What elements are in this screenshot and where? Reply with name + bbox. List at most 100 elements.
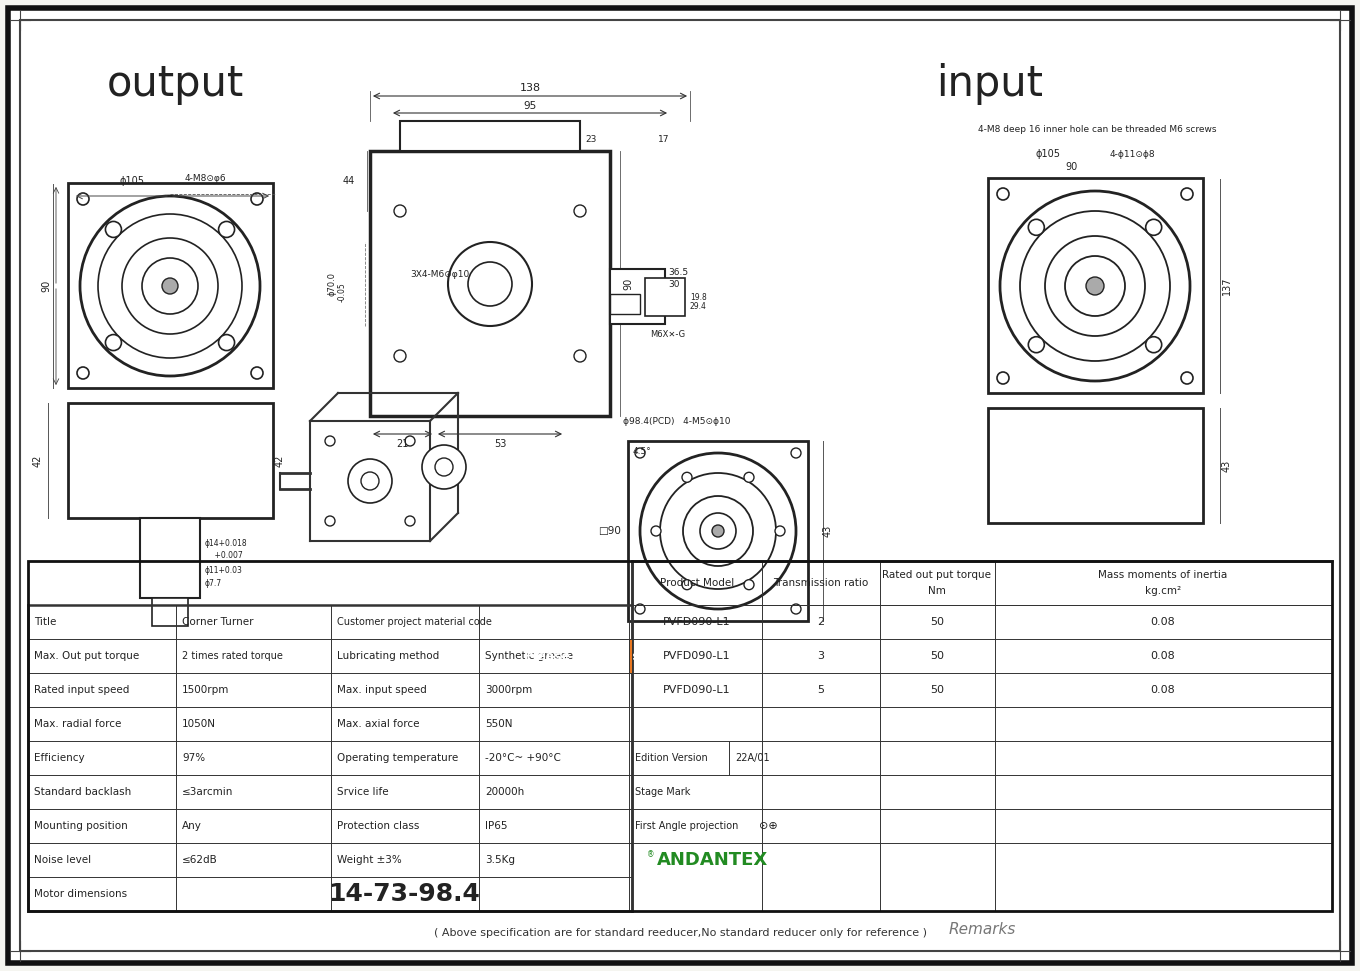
Circle shape [405,436,415,446]
Bar [68,403,273,518]
Text: Mass moments of inertia: Mass moments of inertia [1099,570,1228,580]
Text: 3.5Kg: 3.5Kg [486,855,515,865]
Text: 4-M8 deep 16 inner hole can be threaded M6 screws: 4-M8 deep 16 inner hole can be threaded … [978,124,1216,133]
Text: Protection class: Protection class [337,821,419,831]
Circle shape [422,445,466,489]
Bar [68,183,273,388]
Text: ⊙⊕: ⊙⊕ [759,821,778,831]
Text: kg.cm²: kg.cm² [1145,586,1180,596]
Text: Srvice life: Srvice life [337,787,389,797]
Circle shape [1145,337,1161,352]
Text: 42: 42 [33,454,44,467]
Text: PVFD090-L1: PVFD090-L1 [664,685,730,695]
Text: ϕ70.0: ϕ70.0 [328,272,336,296]
Circle shape [1028,337,1044,352]
Circle shape [78,367,88,379]
Circle shape [1180,188,1193,200]
Text: 30: 30 [668,280,680,288]
Text: Mounting position: Mounting position [34,821,128,831]
Circle shape [775,526,785,536]
Circle shape [405,516,415,526]
Circle shape [1180,372,1193,384]
Text: Rated input speed: Rated input speed [34,685,129,695]
Text: IP65: IP65 [486,821,507,831]
Text: 4-ϕ11⊙ϕ8: 4-ϕ11⊙ϕ8 [1110,150,1156,158]
Circle shape [106,221,121,238]
Circle shape [1028,219,1044,235]
Text: Transmission ratio: Transmission ratio [774,578,869,588]
Circle shape [1145,219,1161,235]
Text: 137: 137 [1223,277,1232,295]
Circle shape [162,278,178,294]
Circle shape [80,196,260,376]
Text: 2 times rated torque: 2 times rated torque [182,651,283,661]
Text: 20000h: 20000h [486,787,524,797]
Text: 50: 50 [930,651,944,661]
Circle shape [1087,277,1104,295]
Text: Max. input speed: Max. input speed [337,685,427,695]
Circle shape [683,496,753,566]
Text: 43: 43 [823,525,832,537]
Text: 50: 50 [930,617,944,627]
Text: ®: ® [647,850,654,859]
Circle shape [141,258,199,314]
Text: ϕ11+0.03: ϕ11+0.03 [205,565,243,575]
Circle shape [681,472,692,483]
Bar [611,294,641,314]
Text: Title: Title [34,617,56,627]
Circle shape [744,580,753,589]
Text: Lubricating method: Lubricating method [337,651,439,661]
Text: Corner Turner: Corner Turner [182,617,253,627]
Text: First Angle projection: First Angle projection [635,821,738,831]
Text: Max. Out put torque: Max. Out put torque [34,651,139,661]
Circle shape [997,188,1009,200]
Text: ϕ105: ϕ105 [1035,149,1059,159]
Circle shape [641,453,796,609]
Circle shape [78,193,88,205]
Circle shape [1065,256,1125,316]
Text: 36.5: 36.5 [668,267,688,277]
Text: 5: 5 [817,685,824,695]
Text: Synthetic grease: Synthetic grease [486,651,573,661]
Text: M6X✕-G: M6X✕-G [650,329,685,339]
Circle shape [660,473,777,589]
Text: Max. radial force: Max. radial force [34,719,121,729]
Text: ϕ105: ϕ105 [120,176,146,186]
Circle shape [1000,191,1190,381]
Text: Please confirm signature/date: Please confirm signature/date [524,650,736,662]
Bar [628,639,632,673]
Text: Stage Mark: Stage Mark [635,787,691,797]
Circle shape [106,335,121,351]
Bar [987,178,1204,393]
Circle shape [700,513,736,549]
Text: 3: 3 [817,651,824,661]
Text: 50: 50 [930,685,944,695]
Circle shape [713,525,724,537]
Text: PVFD090-L1: PVFD090-L1 [664,617,730,627]
Text: 19.8: 19.8 [690,292,707,302]
Text: Weight ±3%: Weight ±3% [337,855,401,865]
Text: 3X4-M6⊙φ10: 3X4-M6⊙φ10 [409,270,469,279]
Text: 4-M8⊙φ6: 4-M8⊙φ6 [185,174,227,183]
Bar [987,408,1204,523]
Text: 44: 44 [343,176,355,186]
Text: output: output [106,63,243,105]
Text: 0.08: 0.08 [1151,651,1175,661]
Text: 29.4: 29.4 [690,302,707,311]
Bar [29,561,1331,911]
Text: Operating temperature: Operating temperature [337,753,458,763]
Circle shape [98,214,242,358]
Circle shape [744,472,753,483]
Text: 1500rpm: 1500rpm [182,685,230,695]
Text: 90: 90 [1065,162,1077,172]
Text: 14-73-98.4: 14-73-98.4 [328,882,480,906]
Text: 0.08: 0.08 [1151,685,1175,695]
Text: 90: 90 [623,278,632,290]
Text: ϕ7.7: ϕ7.7 [205,579,222,587]
Circle shape [348,459,392,503]
Text: 2: 2 [817,617,824,627]
Text: Noise level: Noise level [34,855,91,865]
Bar [611,269,665,324]
Circle shape [447,242,532,326]
Circle shape [1044,236,1145,336]
